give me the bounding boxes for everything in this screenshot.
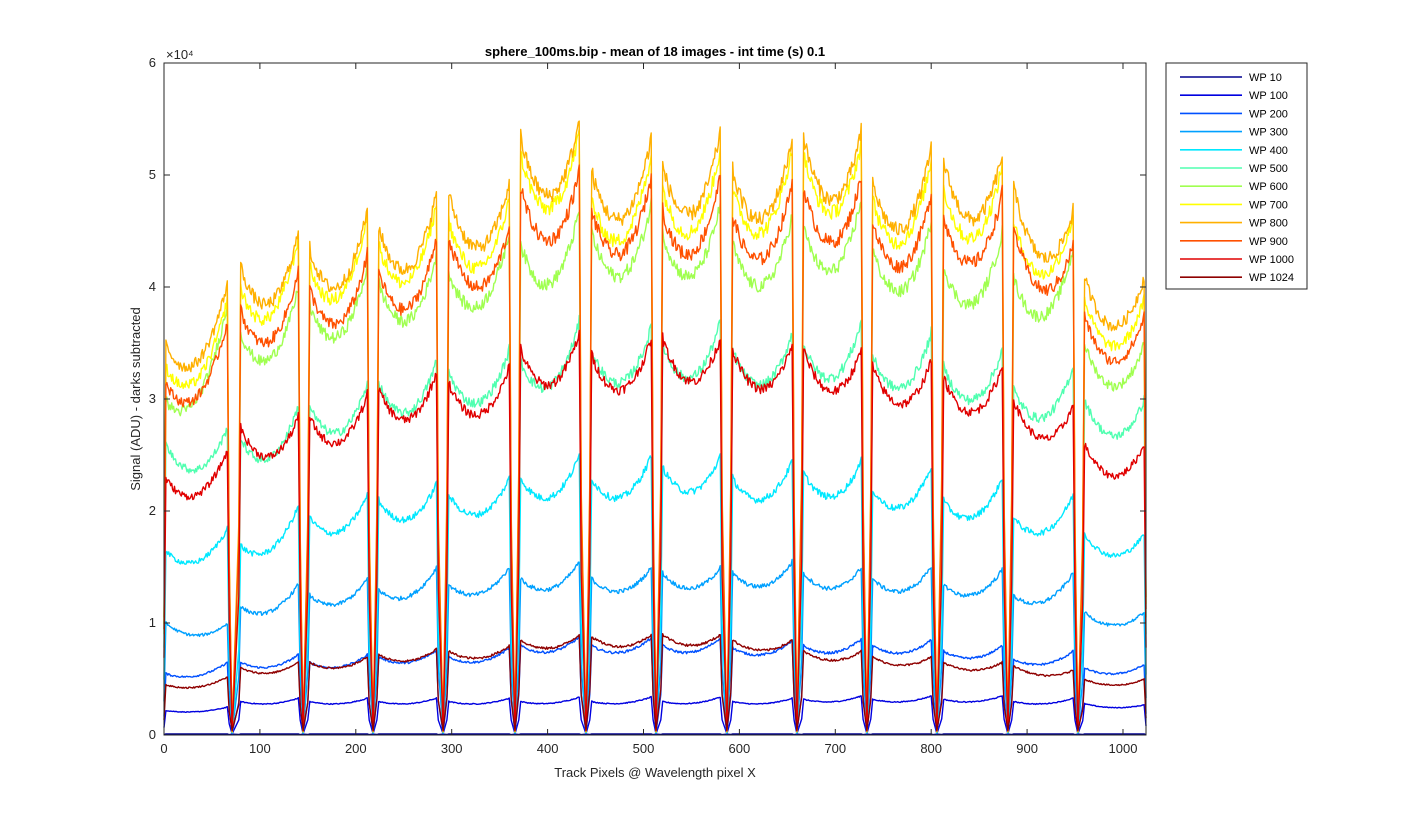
x-tick-label: 0 (160, 741, 167, 756)
chart-title: sphere_100ms.bip - mean of 18 images - i… (485, 44, 825, 59)
series-line-wp-400 (163, 453, 1147, 734)
y-tick-label: 1 (149, 615, 156, 630)
legend-entry: WP 10 (1249, 72, 1282, 84)
series-line-wp-1000 (163, 329, 1147, 732)
legend-entry: WP 900 (1249, 236, 1288, 248)
legend-entry: WP 500 (1249, 163, 1288, 175)
x-tick-label: 100 (249, 741, 271, 756)
y-tick-label: 2 (149, 503, 156, 518)
x-tick-label: 1000 (1109, 741, 1138, 756)
legend-entry: WP 1000 (1249, 254, 1294, 266)
legend-entry: WP 400 (1249, 145, 1288, 157)
y-axis-label: Signal (ADU) - darks subtracted (128, 307, 143, 491)
legend-box (1165, 62, 1308, 290)
legend-entry: WP 1024 (1249, 272, 1294, 284)
series-line-wp-1024 (163, 633, 1147, 732)
x-tick-label: 400 (537, 741, 559, 756)
legend-entry: WP 200 (1249, 108, 1288, 120)
x-tick-label: 700 (824, 741, 846, 756)
legend-entry: WP 700 (1249, 199, 1288, 211)
y-tick-label: 5 (149, 167, 156, 182)
x-tick-label: 600 (729, 741, 751, 756)
x-tick-label: 500 (633, 741, 655, 756)
x-ticks: 0 100 200 300 400 500 600 700 800 900 1000 (160, 63, 1137, 756)
legend-entry: WP 800 (1249, 218, 1288, 230)
y-ticks: 0 1 2 3 4 5 6 (149, 55, 1146, 742)
x-tick-label: 300 (441, 741, 463, 756)
y-exponent-label: ×10⁴ (166, 47, 194, 62)
legend-entry: WP 600 (1249, 181, 1288, 193)
series-line-wp-100 (163, 695, 1147, 735)
y-tick-label: 6 (149, 55, 156, 70)
y-tick-label: 0 (149, 727, 156, 742)
x-tick-label: 900 (1016, 741, 1038, 756)
x-axis-label: Track Pixels @ Wavelength pixel X (554, 765, 756, 780)
x-tick-label: 200 (345, 741, 367, 756)
plot-lines (163, 120, 1147, 736)
y-tick-label: 4 (149, 279, 156, 294)
legend-items: WP 10 WP 100 WP 200 WP 300 WP 400 WP 500 WP 60… (1180, 72, 1294, 284)
legend-entry: WP 300 (1249, 127, 1288, 139)
legend-entry: WP 100 (1249, 90, 1288, 102)
x-tick-label: 800 (920, 741, 942, 756)
series-line-wp-300 (163, 558, 1147, 734)
y-tick-label: 3 (149, 391, 156, 406)
legend: WP 10 WP 100 WP 200 WP 300 WP 400 WP 500 WP 60… (1165, 62, 1308, 290)
